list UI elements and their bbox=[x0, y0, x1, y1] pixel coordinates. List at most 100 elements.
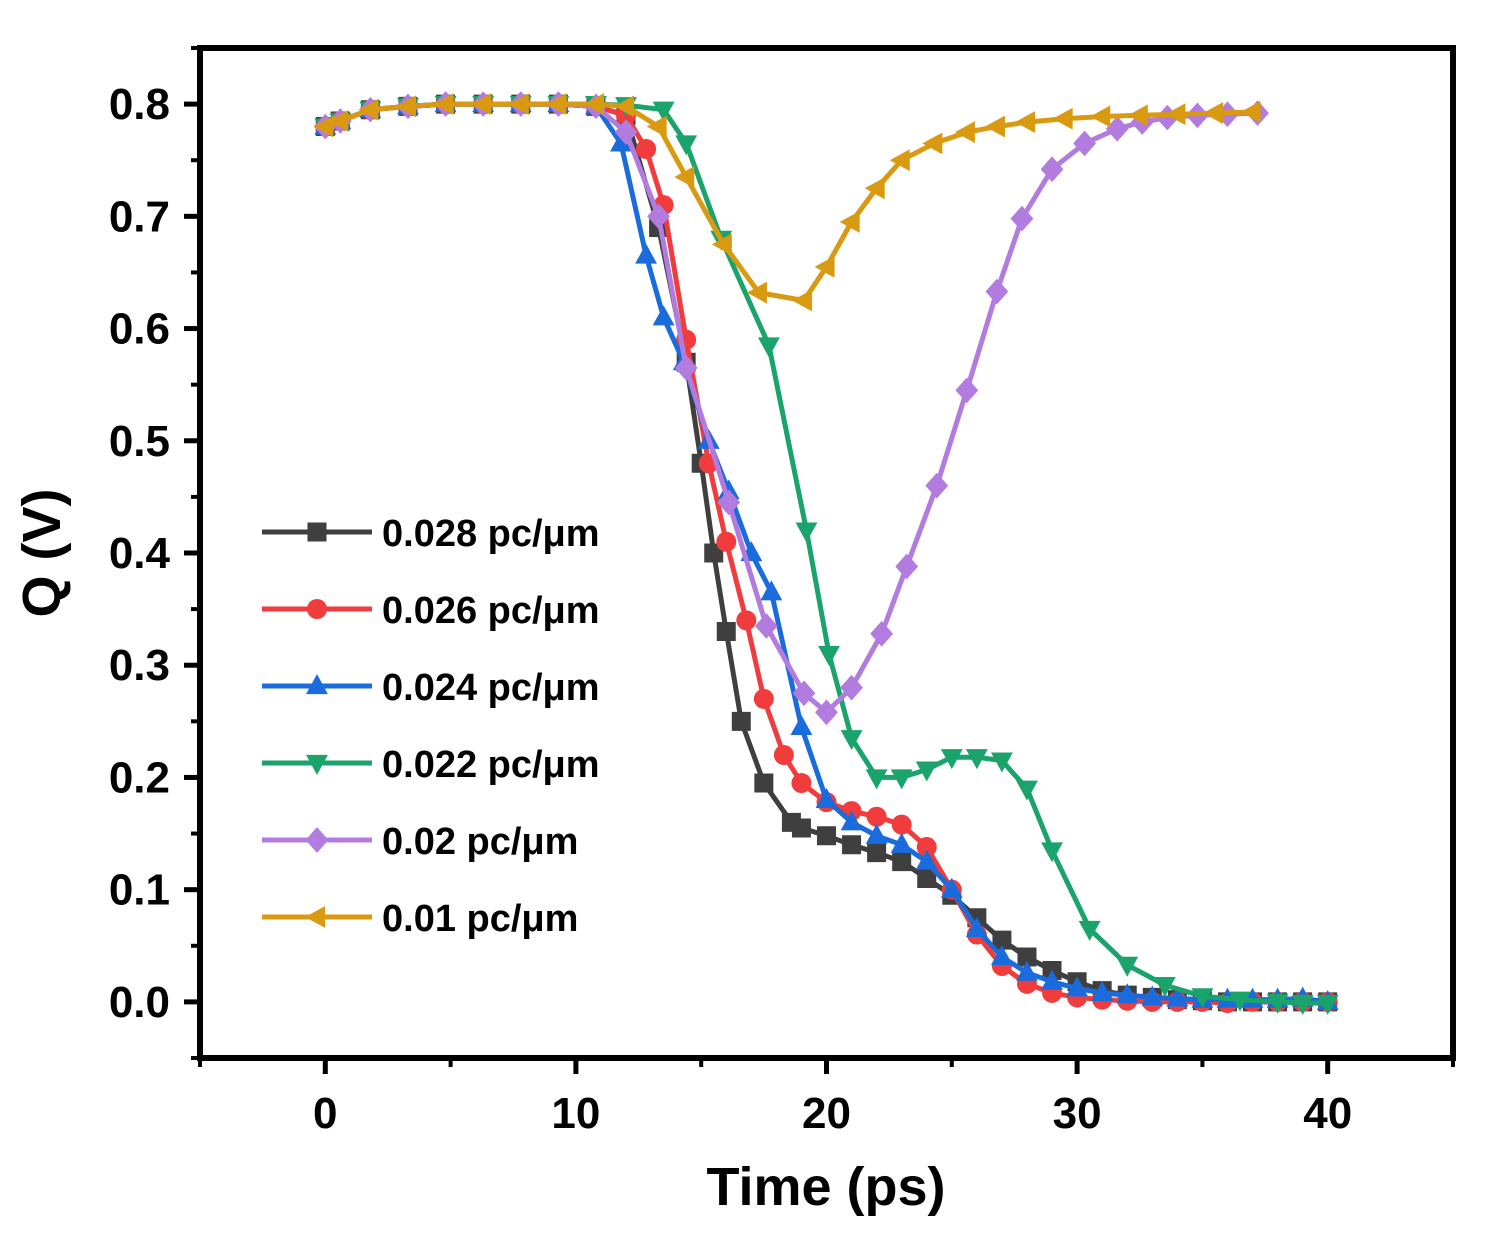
data-point-0-01 bbox=[646, 115, 667, 138]
data-point-0-026 bbox=[791, 773, 812, 794]
data-point-0-024 bbox=[1041, 969, 1063, 990]
plot-frame bbox=[197, 45, 1456, 1061]
data-point-0-02 bbox=[1010, 205, 1034, 232]
data-point-0-01 bbox=[711, 233, 732, 256]
data-point-0-01 bbox=[792, 289, 813, 312]
x-tick-label: 10 bbox=[551, 1089, 600, 1138]
data-point-0-01 bbox=[1165, 103, 1186, 126]
y-tick-label: 0.8 bbox=[109, 80, 170, 129]
y-tick-label: 0.7 bbox=[109, 192, 170, 241]
data-point-0-028 bbox=[731, 711, 751, 731]
legend-label: 0.028 pc/μm bbox=[382, 513, 600, 555]
x-tick-label: 0 bbox=[313, 1089, 337, 1138]
y-tick-label: 0.5 bbox=[109, 417, 170, 466]
data-point-0-024 bbox=[865, 823, 888, 844]
data-point-0-022 bbox=[1041, 842, 1063, 863]
data-point-0-01 bbox=[1240, 101, 1261, 123]
data-point-0-02 bbox=[1105, 115, 1129, 142]
data-point-0-01 bbox=[864, 177, 885, 200]
data-point-0-01 bbox=[1127, 104, 1148, 127]
data-point-0-022 bbox=[1266, 993, 1289, 1014]
data-point-0-01 bbox=[508, 93, 529, 116]
legend-item-0-024: 0.024 pc/μm bbox=[262, 667, 600, 709]
data-point-0-028 bbox=[917, 868, 937, 888]
data-point-0-022 bbox=[915, 761, 938, 782]
legend-item-0-028: 0.028 pc/μm bbox=[262, 513, 600, 555]
data-point-0-026 bbox=[866, 806, 887, 827]
data-point-0-026 bbox=[916, 837, 937, 858]
data-point-0-02 bbox=[1073, 130, 1097, 157]
data-point-0-024 bbox=[610, 131, 632, 152]
data-point-0-022 bbox=[1316, 994, 1339, 1015]
data-point-0-028 bbox=[892, 852, 912, 872]
plot-area bbox=[313, 91, 1339, 1015]
data-point-0-02 bbox=[717, 489, 741, 516]
data-point-0-028 bbox=[842, 835, 862, 855]
data-point-0-01 bbox=[814, 255, 835, 278]
data-point-0-024 bbox=[1091, 981, 1114, 1001]
data-point-0-02 bbox=[614, 119, 638, 145]
x-tick-label: 20 bbox=[802, 1089, 851, 1138]
data-point-0-01 bbox=[1090, 105, 1111, 128]
data-point-0-024 bbox=[1116, 983, 1139, 1004]
data-point-0-02 bbox=[815, 699, 838, 726]
data-point-0-01 bbox=[546, 93, 567, 116]
y-tick-label: 0.6 bbox=[109, 305, 170, 354]
data-point-0-02 bbox=[840, 674, 863, 701]
data-point-0-028 bbox=[817, 826, 836, 846]
data-point-0-024 bbox=[790, 715, 813, 736]
data-point-0-01 bbox=[1015, 111, 1036, 133]
series-0-01 bbox=[313, 93, 1261, 312]
data-point-0-02 bbox=[985, 278, 1009, 305]
data-point-0-024 bbox=[915, 849, 938, 870]
data-point-0-01 bbox=[674, 166, 695, 188]
data-point-0-01 bbox=[328, 110, 349, 132]
data-point-0-024 bbox=[940, 877, 963, 898]
legend-label: 0.01 pc/μm bbox=[382, 898, 578, 940]
data-point-0-024 bbox=[717, 479, 740, 500]
data-point-0-022 bbox=[990, 752, 1013, 773]
legend-marker bbox=[305, 906, 326, 928]
data-point-0-026 bbox=[753, 688, 774, 709]
data-point-0-024 bbox=[1016, 960, 1038, 981]
legend-marker bbox=[307, 599, 327, 619]
legend: 0.028 pc/μm 0.026 pc/μm 0.024 pc/μm 0.022 p… bbox=[262, 513, 600, 940]
data-point-0-024 bbox=[840, 810, 863, 831]
data-point-0-026 bbox=[891, 814, 912, 835]
data-point-0-01 bbox=[358, 98, 379, 121]
data-point-0-028 bbox=[992, 930, 1012, 950]
axis-tick-labels: 0 10 20 30 40 0.0 0.1 0.2 0.3 0.4 0.5 0.6 0.7 0.8 bbox=[109, 80, 1352, 1138]
y-tick-label: 0.4 bbox=[109, 529, 171, 578]
y-tick-label: 0.2 bbox=[109, 753, 170, 802]
legend-label: 0.024 pc/μm bbox=[382, 667, 600, 709]
data-point-0-026 bbox=[636, 139, 657, 159]
data-point-0-022 bbox=[865, 769, 888, 790]
data-point-0-022 bbox=[890, 769, 913, 790]
data-point-0-024 bbox=[652, 305, 675, 326]
data-point-0-022 bbox=[1016, 780, 1038, 801]
data-point-0-028 bbox=[791, 818, 811, 838]
data-point-0-024 bbox=[1166, 986, 1189, 1007]
data-point-0-028 bbox=[704, 543, 724, 563]
data-point-0-022 bbox=[795, 522, 818, 543]
data-point-0-02 bbox=[792, 680, 816, 707]
legend-item-0-01: 0.01 pc/μm bbox=[262, 898, 578, 940]
data-point-0-022 bbox=[757, 337, 780, 358]
data-point-0-024 bbox=[990, 945, 1013, 966]
legend-marker bbox=[306, 754, 328, 775]
data-point-0-024 bbox=[1066, 976, 1089, 997]
legend-marker bbox=[307, 522, 327, 542]
data-point-0-01 bbox=[614, 95, 635, 118]
data-point-0-022 bbox=[940, 749, 963, 770]
data-point-0-022 bbox=[1078, 920, 1101, 941]
data-point-0-01 bbox=[746, 281, 767, 304]
data-point-0-01 bbox=[313, 115, 334, 138]
legend-marker bbox=[305, 827, 329, 853]
x-tick-label: 30 bbox=[1053, 1089, 1102, 1138]
data-point-0-026 bbox=[773, 745, 794, 765]
data-point-0-022 bbox=[675, 135, 698, 156]
data-point-0-01 bbox=[954, 121, 975, 144]
data-point-0-022 bbox=[1291, 994, 1314, 1015]
legend-marker bbox=[306, 674, 328, 695]
